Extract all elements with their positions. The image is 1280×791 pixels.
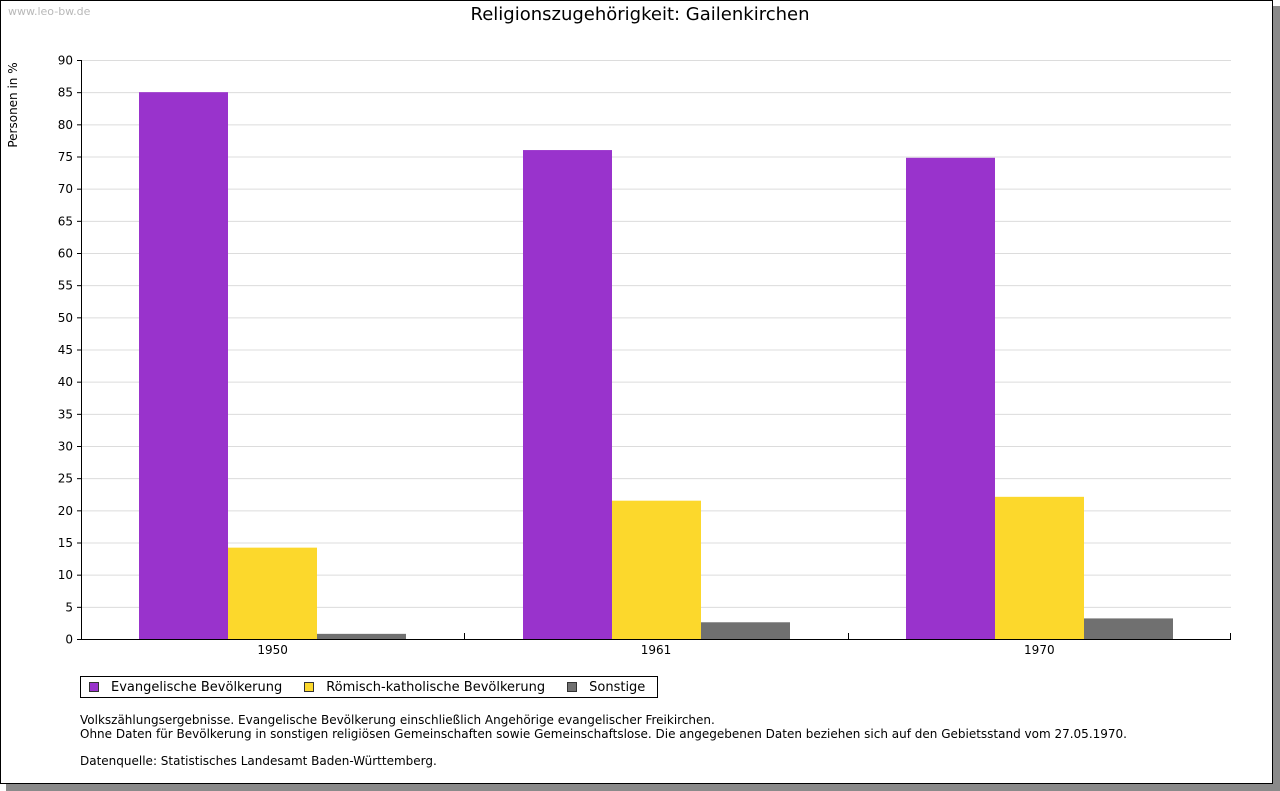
y-tick-label: 85 xyxy=(58,86,73,100)
axes xyxy=(77,60,1231,640)
y-tick-label: 30 xyxy=(58,440,73,454)
bar-evangelisch-1970 xyxy=(906,157,995,639)
frame-shadow-right xyxy=(1273,6,1280,791)
frame-shadow-bottom xyxy=(6,784,1280,791)
y-tick-labels: 0 5 10 15 20 25 30 35 40 45 50 55 60 65 70 75 80 85 90 xyxy=(58,54,73,647)
bars xyxy=(139,92,1173,640)
legend-item-katholisch: Römisch-katholische Bevölkerung xyxy=(304,680,545,695)
bar-sonstige-1970 xyxy=(1084,618,1173,639)
y-tick-label: 80 xyxy=(58,118,73,132)
y-tick-label: 65 xyxy=(58,214,73,228)
legend-swatch-katholisch xyxy=(304,682,315,692)
chart-title: Religionszugehörigkeit: Gailenkirchen xyxy=(470,4,810,25)
bar-evangelisch-1961 xyxy=(523,150,612,640)
legend-swatch-sonstige xyxy=(567,682,578,692)
bar-katholisch-1961 xyxy=(612,500,701,639)
x-tick-label: 1950 xyxy=(257,643,288,657)
x-tick-label: 1970 xyxy=(1024,643,1055,657)
y-tick-label: 70 xyxy=(58,182,73,196)
bar-sonstige-1961 xyxy=(701,622,790,639)
bar-katholisch-1970 xyxy=(995,496,1084,639)
y-tick-label: 90 xyxy=(58,54,73,68)
y-tick-label: 25 xyxy=(58,472,73,486)
y-tick-label: 35 xyxy=(58,407,73,421)
watermark: www.leo-bw.de xyxy=(8,5,91,18)
y-tick-label: 75 xyxy=(58,150,73,164)
legend-item-sonstige: Sonstige xyxy=(567,680,645,695)
y-tick-label: 5 xyxy=(65,600,73,614)
bar-katholisch-1950 xyxy=(228,547,317,639)
data-source: Datenquelle: Statistisches Landesamt Bad… xyxy=(80,754,437,768)
y-tick-label: 45 xyxy=(58,343,73,357)
x-tick-label: 1961 xyxy=(641,643,672,657)
legend-item-evangelisch: Evangelische Bevölkerung xyxy=(89,680,282,695)
y-tick-label: 60 xyxy=(58,247,73,261)
y-tick-label: 0 xyxy=(65,633,73,647)
bar-evangelisch-1950 xyxy=(139,92,228,639)
legend-label-katholisch: Römisch-katholische Bevölkerung xyxy=(326,679,546,695)
y-tick-label: 50 xyxy=(58,311,73,325)
y-tick-label: 15 xyxy=(58,536,73,550)
note-line-1: Volkszählungsergebnisse. Evangelische Be… xyxy=(80,713,715,727)
x-tick-labels: 1950 1961 1970 xyxy=(257,643,1054,657)
note-line-2: Ohne Daten für Bevölkerung in sonstigen … xyxy=(80,727,1127,741)
legend: Evangelische Bevölkerung Römisch-katholi… xyxy=(80,676,659,698)
legend-label-sonstige: Sonstige xyxy=(589,679,646,695)
y-tick-label: 20 xyxy=(58,504,73,518)
y-tick-label: 55 xyxy=(58,279,73,293)
y-tick-label: 40 xyxy=(58,375,73,389)
legend-swatch-evangelisch xyxy=(89,682,99,692)
chart-notes: Volkszählungsergebnisse. Evangelische Be… xyxy=(80,713,1127,768)
legend-label-evangelisch: Evangelische Bevölkerung xyxy=(111,679,283,695)
bar-sonstige-1950 xyxy=(317,633,406,639)
y-tick-label: 10 xyxy=(58,568,73,582)
